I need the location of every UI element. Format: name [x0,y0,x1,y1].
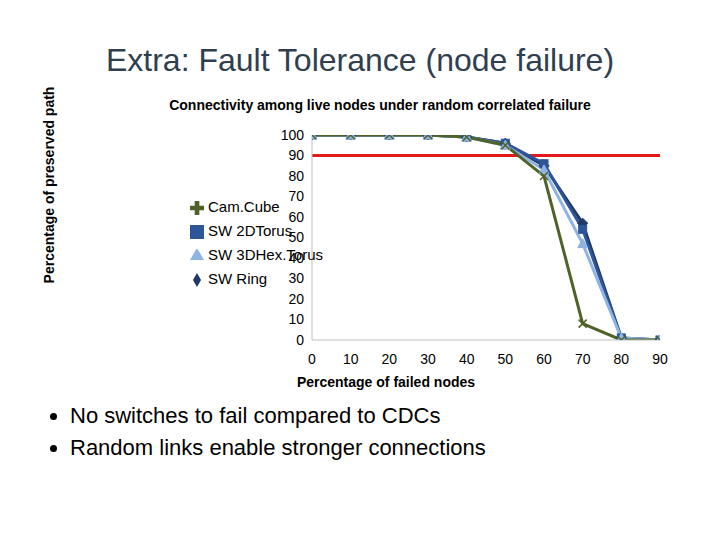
svg-text:20: 20 [288,291,304,307]
svg-text:70: 70 [288,188,304,204]
svg-text:80: 80 [288,168,304,184]
svg-text:10: 10 [288,311,304,327]
svg-text:50: 50 [288,229,304,245]
svg-text:60: 60 [536,351,552,367]
svg-text:60: 60 [288,209,304,225]
svg-text:90: 90 [652,351,668,367]
svg-text:70: 70 [575,351,591,367]
svg-text:30: 30 [288,270,304,286]
svg-text:20: 20 [382,351,398,367]
svg-text:0: 0 [296,332,304,348]
svg-text:40: 40 [459,351,475,367]
svg-text:100: 100 [281,127,305,143]
svg-text:90: 90 [288,147,304,163]
svg-text:10: 10 [343,351,359,367]
svg-text:0: 0 [308,351,316,367]
svg-text:40: 40 [288,250,304,266]
svg-text:30: 30 [420,351,436,367]
svg-text:80: 80 [614,351,630,367]
svg-text:50: 50 [498,351,514,367]
